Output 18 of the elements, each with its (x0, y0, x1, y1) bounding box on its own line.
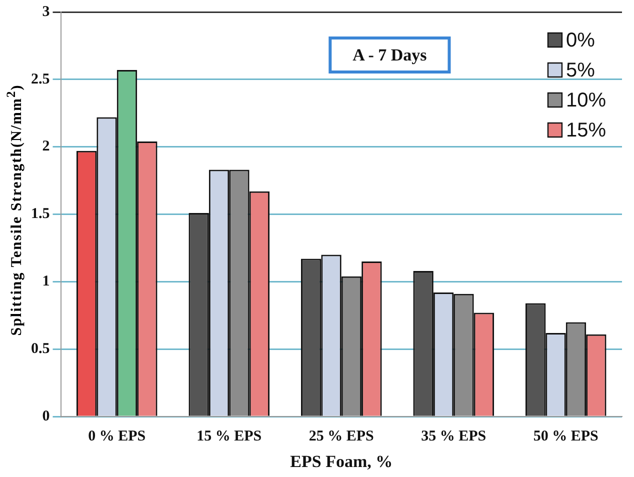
annotation: A - 7 Days (352, 45, 428, 64)
y-tick-label: 2.5 (31, 71, 50, 88)
y-tick-label: 2 (42, 138, 50, 155)
x-tick-label: 50 % EPS (533, 428, 598, 444)
x-axis-title: EPS Foam, % (290, 452, 393, 472)
y-tick-label: 1.5 (31, 206, 50, 222)
legend-label: 0% (566, 30, 596, 52)
x-tick-label: 25 % EPS (308, 428, 374, 444)
x-tick-label: 0 % EPS (88, 428, 146, 444)
x-tick-label: 15 % EPS (196, 428, 262, 444)
legend-label: 5% (566, 60, 596, 82)
legend-label: 10% (566, 90, 606, 112)
y-tick-label: 3 (42, 4, 50, 20)
legend-label: 15% (566, 120, 606, 142)
x-tick-label: 35 % EPS (421, 428, 486, 444)
y-tick-label: 0.5 (31, 341, 50, 358)
y-tick-label: 0 (42, 408, 50, 424)
y-tick-label: 1 (42, 274, 50, 290)
